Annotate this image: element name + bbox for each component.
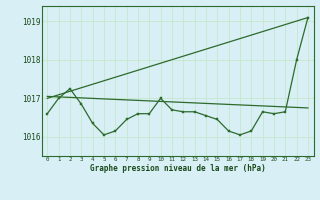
X-axis label: Graphe pression niveau de la mer (hPa): Graphe pression niveau de la mer (hPa): [90, 164, 266, 173]
